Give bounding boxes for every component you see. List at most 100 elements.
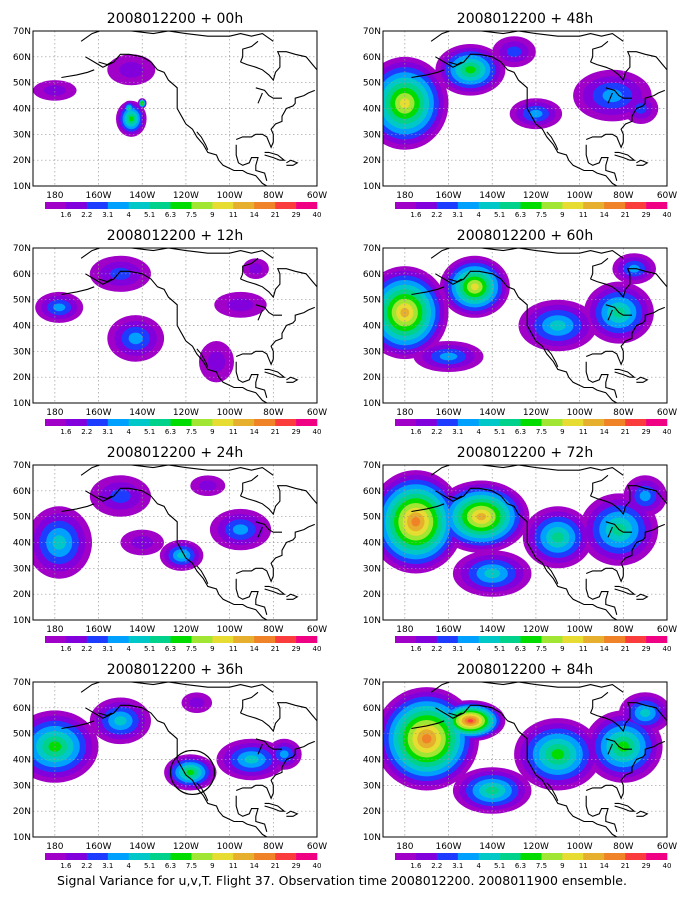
y-tick-label: 20N (13, 807, 31, 817)
y-tick-label: 50N (13, 296, 31, 306)
colorbar-label: 4 (126, 862, 131, 870)
panel-title: 2008012200 + 36h (107, 662, 243, 678)
colorbar-label: 5.1 (494, 862, 505, 870)
x-tick-label: 80W (613, 191, 633, 201)
x-tick-label: 160W (85, 408, 111, 418)
map-panel: 2008012200 + 72h 10N 20N 30N 40N 50N 60N 70N 180… (363, 445, 677, 653)
colorbar-label: 9 (560, 862, 564, 870)
x-tick-label: 180 (46, 191, 63, 201)
x-tick-label: 180 (46, 408, 63, 418)
contour-level-4 (529, 109, 543, 118)
colorbar-swatch (45, 202, 67, 209)
colorbar-swatch (86, 202, 108, 209)
x-tick-label: 100W (217, 842, 243, 852)
colorbar-swatch (296, 202, 318, 209)
x-tick-label: 160W (435, 191, 461, 201)
contour-level-5 (52, 535, 66, 550)
coastline (411, 248, 667, 403)
y-tick-label: 60N (363, 487, 381, 497)
colorbar-label: 21 (621, 862, 630, 870)
map-panel: 2008012200 + 84h 10N 20N 30N 40N 50N 60N 70N 180… (363, 662, 677, 870)
colorbar-label: 11 (229, 862, 238, 870)
colorbar-label: 40 (313, 645, 322, 653)
colorbar-swatch (415, 419, 438, 426)
colorbar-label: 4 (476, 211, 481, 219)
x-tick-label: 180 (396, 408, 413, 418)
colorbar-swatch (191, 853, 213, 860)
y-tick-label: 60N (363, 704, 381, 714)
colorbar-label: 3.1 (102, 428, 113, 436)
colorbar-swatch (45, 636, 67, 643)
y-tick-label: 40N (13, 539, 31, 549)
y-tick-label: 10N (363, 616, 381, 626)
colorbar-swatch (254, 853, 276, 860)
x-tick-label: 140W (479, 408, 505, 418)
colorbar-swatch (541, 853, 563, 860)
x-tick-label: 140W (129, 191, 155, 201)
y-tick-label: 60N (363, 270, 381, 280)
colorbar-label: 1.6 (410, 428, 422, 436)
grid-lines (33, 31, 317, 186)
colorbar-label: 4 (476, 862, 481, 870)
colorbar-swatch (65, 853, 88, 860)
y-tick-label: 20N (13, 590, 31, 600)
contour-level-10 (476, 513, 487, 521)
colorbar-label: 2.2 (431, 862, 442, 870)
colorbar-swatch (86, 853, 108, 860)
variance-field (33, 682, 317, 837)
colorbar-label: 5.1 (144, 211, 155, 219)
colorbar-swatch (499, 636, 521, 643)
panel-title: 2008012200 + 00h (107, 11, 243, 27)
contour-level-3 (110, 489, 131, 503)
colorbar-swatch (395, 853, 417, 860)
variance-field (383, 248, 667, 403)
colorbar-label: 1.6 (60, 862, 72, 870)
colorbar-swatch (395, 419, 417, 426)
y-tick-label: 30N (363, 781, 381, 791)
colorbar-swatch (275, 202, 297, 209)
colorbar-swatch (625, 636, 647, 643)
coastline (411, 465, 667, 620)
variance-field (33, 248, 317, 403)
colorbar-swatch (415, 853, 438, 860)
contour-level-11 (411, 517, 421, 527)
colorbar-swatch (604, 202, 626, 209)
contour-level-2 (207, 351, 226, 373)
colorbar-swatch (646, 419, 668, 426)
colorbar-label: 14 (600, 862, 609, 870)
contour-level-4 (279, 750, 289, 759)
colorbar-label: 6.3 (515, 645, 526, 653)
colorbar-swatch (625, 202, 647, 209)
y-tick-label: 30N (363, 130, 381, 140)
contour-level-2 (43, 85, 66, 96)
x-tick-label: 160W (435, 842, 461, 852)
colorbar-label: 21 (621, 211, 630, 219)
variance-field (33, 31, 317, 186)
colorbar-swatch (128, 202, 150, 209)
y-tick-label: 70N (13, 461, 31, 471)
x-tick-label: 120W (173, 625, 199, 635)
colorbar-label: 3.1 (102, 862, 113, 870)
x-tick-label: 60W (307, 625, 327, 635)
map-panel: 2008012200 + 00h 10N 20N 30N 40N 50N 60N 70N 180… (13, 11, 327, 219)
grid-lines (33, 465, 317, 620)
colorbar-label: 40 (313, 862, 322, 870)
colorbar-label: 40 (663, 862, 672, 870)
colorbar-swatch (86, 419, 108, 426)
x-tick-label: 120W (523, 842, 549, 852)
colorbar-label: 14 (600, 645, 609, 653)
colorbar-swatch (415, 202, 438, 209)
colorbar: 1.6 2.2 3.1 4 5.1 6.3 7.5 9 11 14 21 29 40 (45, 853, 321, 870)
colorbar-label: 2.2 (81, 428, 92, 436)
colorbar-swatch (191, 636, 213, 643)
colorbar-label: 4 (126, 645, 131, 653)
y-tick-label: 20N (13, 156, 31, 166)
colorbar-swatch (646, 636, 668, 643)
colorbar-label: 7.5 (186, 645, 197, 653)
colorbar-swatch (296, 853, 318, 860)
contour-level-7 (465, 66, 476, 74)
colorbar-label: 6.3 (165, 428, 176, 436)
x-tick-label: 180 (396, 625, 413, 635)
colorbar-label: 6.3 (165, 862, 176, 870)
colorbar: 1.6 2.2 3.1 4 5.1 6.3 7.5 9 11 14 21 29 40 (45, 636, 321, 653)
